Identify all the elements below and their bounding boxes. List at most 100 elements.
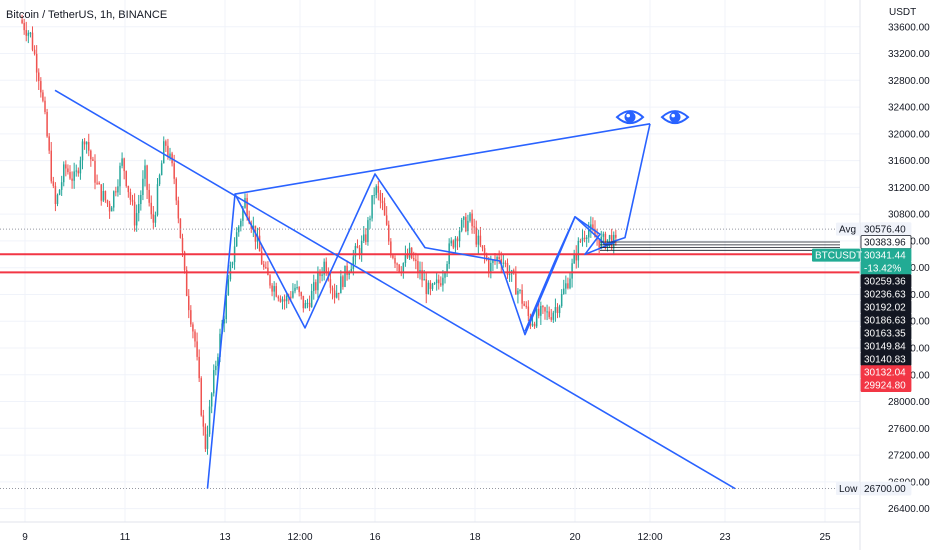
candle-body [563, 288, 565, 294]
time-axis[interactable]: 9 11 13 12:00 16 18 20 12:00 23 25 [0, 521, 860, 543]
candle-body [65, 164, 67, 169]
candle-body [523, 303, 525, 306]
price-tag-value: 30140.83 [864, 355, 906, 366]
candle-body [517, 290, 519, 295]
candle-body [71, 178, 73, 181]
candle-body [319, 272, 321, 276]
price-tag-value: 30576.40 [864, 225, 906, 236]
candle-body [548, 311, 550, 318]
candle-body [492, 260, 494, 263]
trendline [234, 123, 651, 195]
candle-body [392, 255, 394, 258]
candle-body [490, 262, 492, 272]
candle-body [531, 323, 534, 326]
candle-body [179, 218, 182, 239]
candle-body [565, 283, 567, 289]
candle-body [385, 215, 388, 225]
y-tick-label: 33200.00 [888, 49, 930, 60]
candle-body [108, 203, 111, 212]
eye-iris [624, 111, 636, 123]
candle-body [294, 287, 296, 292]
candle-body [533, 323, 536, 327]
candle-body [63, 164, 65, 183]
candle-body [60, 182, 63, 190]
candle-body [494, 260, 496, 262]
candle-body [558, 306, 561, 314]
candle-body [200, 378, 202, 416]
candle-body [140, 194, 142, 205]
candle-body [148, 189, 150, 203]
candle-body [508, 274, 511, 276]
candle-body [454, 238, 457, 248]
candle-body [535, 308, 538, 327]
candle-body [269, 275, 271, 286]
candle-body [219, 333, 221, 358]
price-tag-label-bg [812, 248, 860, 262]
x-tick-label: 13 [219, 532, 231, 543]
candle-body [27, 32, 30, 36]
candle-body [440, 283, 442, 286]
candle-body [225, 295, 227, 320]
y-tick-label: 28000.00 [888, 397, 930, 408]
y-tick-label: 32000.00 [888, 129, 930, 140]
candle-body [46, 112, 48, 137]
candle-body [333, 290, 336, 298]
candle-body [44, 100, 46, 113]
price-tag-value: 29924.80 [864, 381, 906, 392]
candle-body [156, 184, 159, 216]
candle-body [163, 141, 165, 164]
candle-body [329, 279, 332, 288]
x-tick-label: 25 [819, 532, 831, 543]
candle-body [540, 306, 542, 316]
candle-body [292, 291, 294, 298]
candle-body [452, 240, 455, 248]
candle-body [594, 229, 596, 238]
candle-body [98, 182, 100, 185]
candle-body [519, 290, 521, 292]
candle-body [398, 264, 400, 272]
candle-body [306, 302, 309, 304]
candle-body [550, 317, 552, 320]
x-tick-label: 23 [719, 532, 731, 543]
candle-body [119, 165, 121, 187]
trendline [54, 89, 736, 490]
price-tag-value: 30236.63 [864, 290, 906, 301]
candle-body [504, 262, 507, 264]
grid [0, 0, 860, 522]
candle-body [394, 257, 396, 264]
candle-body [33, 49, 36, 54]
candle-body [300, 292, 302, 296]
candle-body [481, 245, 484, 249]
candle-body [313, 282, 315, 291]
eye-glint [671, 113, 675, 118]
candle-body [515, 273, 517, 295]
x-tick-label: 16 [369, 532, 381, 543]
candle-body [350, 268, 352, 273]
candle-body [117, 186, 119, 193]
candle-body [102, 190, 105, 201]
candle-body [208, 406, 211, 435]
candle-body [146, 165, 148, 190]
candle-body [354, 245, 357, 257]
candle-body [160, 163, 163, 176]
candle-body [525, 305, 527, 307]
candle-body [463, 216, 465, 220]
candle-body [123, 158, 125, 172]
candle-body [38, 72, 40, 82]
candle-body [423, 279, 425, 281]
candle-body [310, 290, 313, 308]
candle-body [48, 136, 50, 151]
candle-body [77, 170, 80, 174]
price-tag-label-bg [836, 482, 860, 496]
candle-body [581, 237, 584, 241]
candle-body [456, 238, 459, 242]
candle-body [469, 213, 471, 221]
price-tag-value: 30132.04 [864, 368, 906, 379]
candle-body [252, 225, 255, 229]
price-tags: 30576.40 Avg 30383.96 30341.44BTCUSDT-13.42… [812, 222, 912, 496]
candle-body [556, 307, 559, 314]
candle-body [444, 272, 446, 278]
candle-body [427, 282, 430, 294]
candle-body [402, 263, 405, 274]
